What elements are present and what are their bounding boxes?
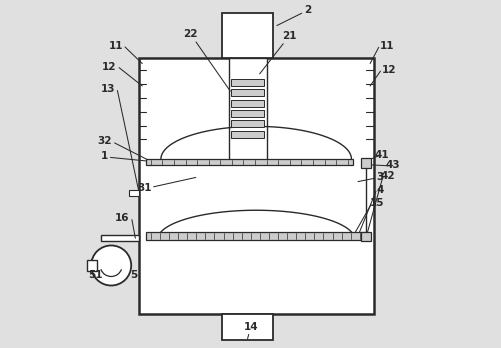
Circle shape [91,245,131,285]
Bar [129,190,139,196]
Bar [138,58,373,314]
Text: 2: 2 [277,5,311,25]
Bar [231,131,263,138]
Text: 12: 12 [102,62,116,72]
Text: 3: 3 [375,173,383,182]
Bar [221,314,273,340]
Bar [101,235,138,241]
Text: 43: 43 [384,160,399,171]
Bar [145,159,352,165]
Bar [231,100,263,107]
Text: 1: 1 [101,151,108,161]
Bar [145,232,364,239]
Text: 42: 42 [379,171,394,181]
Text: 13: 13 [100,85,115,94]
Text: 11: 11 [108,41,123,51]
Text: 11: 11 [379,41,394,51]
Text: 5: 5 [130,270,137,280]
Bar [228,58,266,160]
Text: 22: 22 [183,29,230,91]
Bar [361,232,370,241]
Text: 4: 4 [376,185,383,195]
Text: 12: 12 [381,65,396,76]
Text: 31: 31 [137,183,152,193]
Bar [231,79,263,86]
Text: 15: 15 [369,198,383,208]
Bar [231,89,263,96]
Text: 14: 14 [243,322,258,339]
Text: 51: 51 [88,270,103,280]
Text: 32: 32 [97,136,111,146]
Bar [231,120,263,127]
Bar [231,110,263,117]
Text: 41: 41 [374,150,389,160]
Bar [87,260,97,271]
Bar [221,14,273,58]
Bar [361,158,370,168]
Text: 21: 21 [259,31,296,74]
Text: 16: 16 [115,213,129,223]
